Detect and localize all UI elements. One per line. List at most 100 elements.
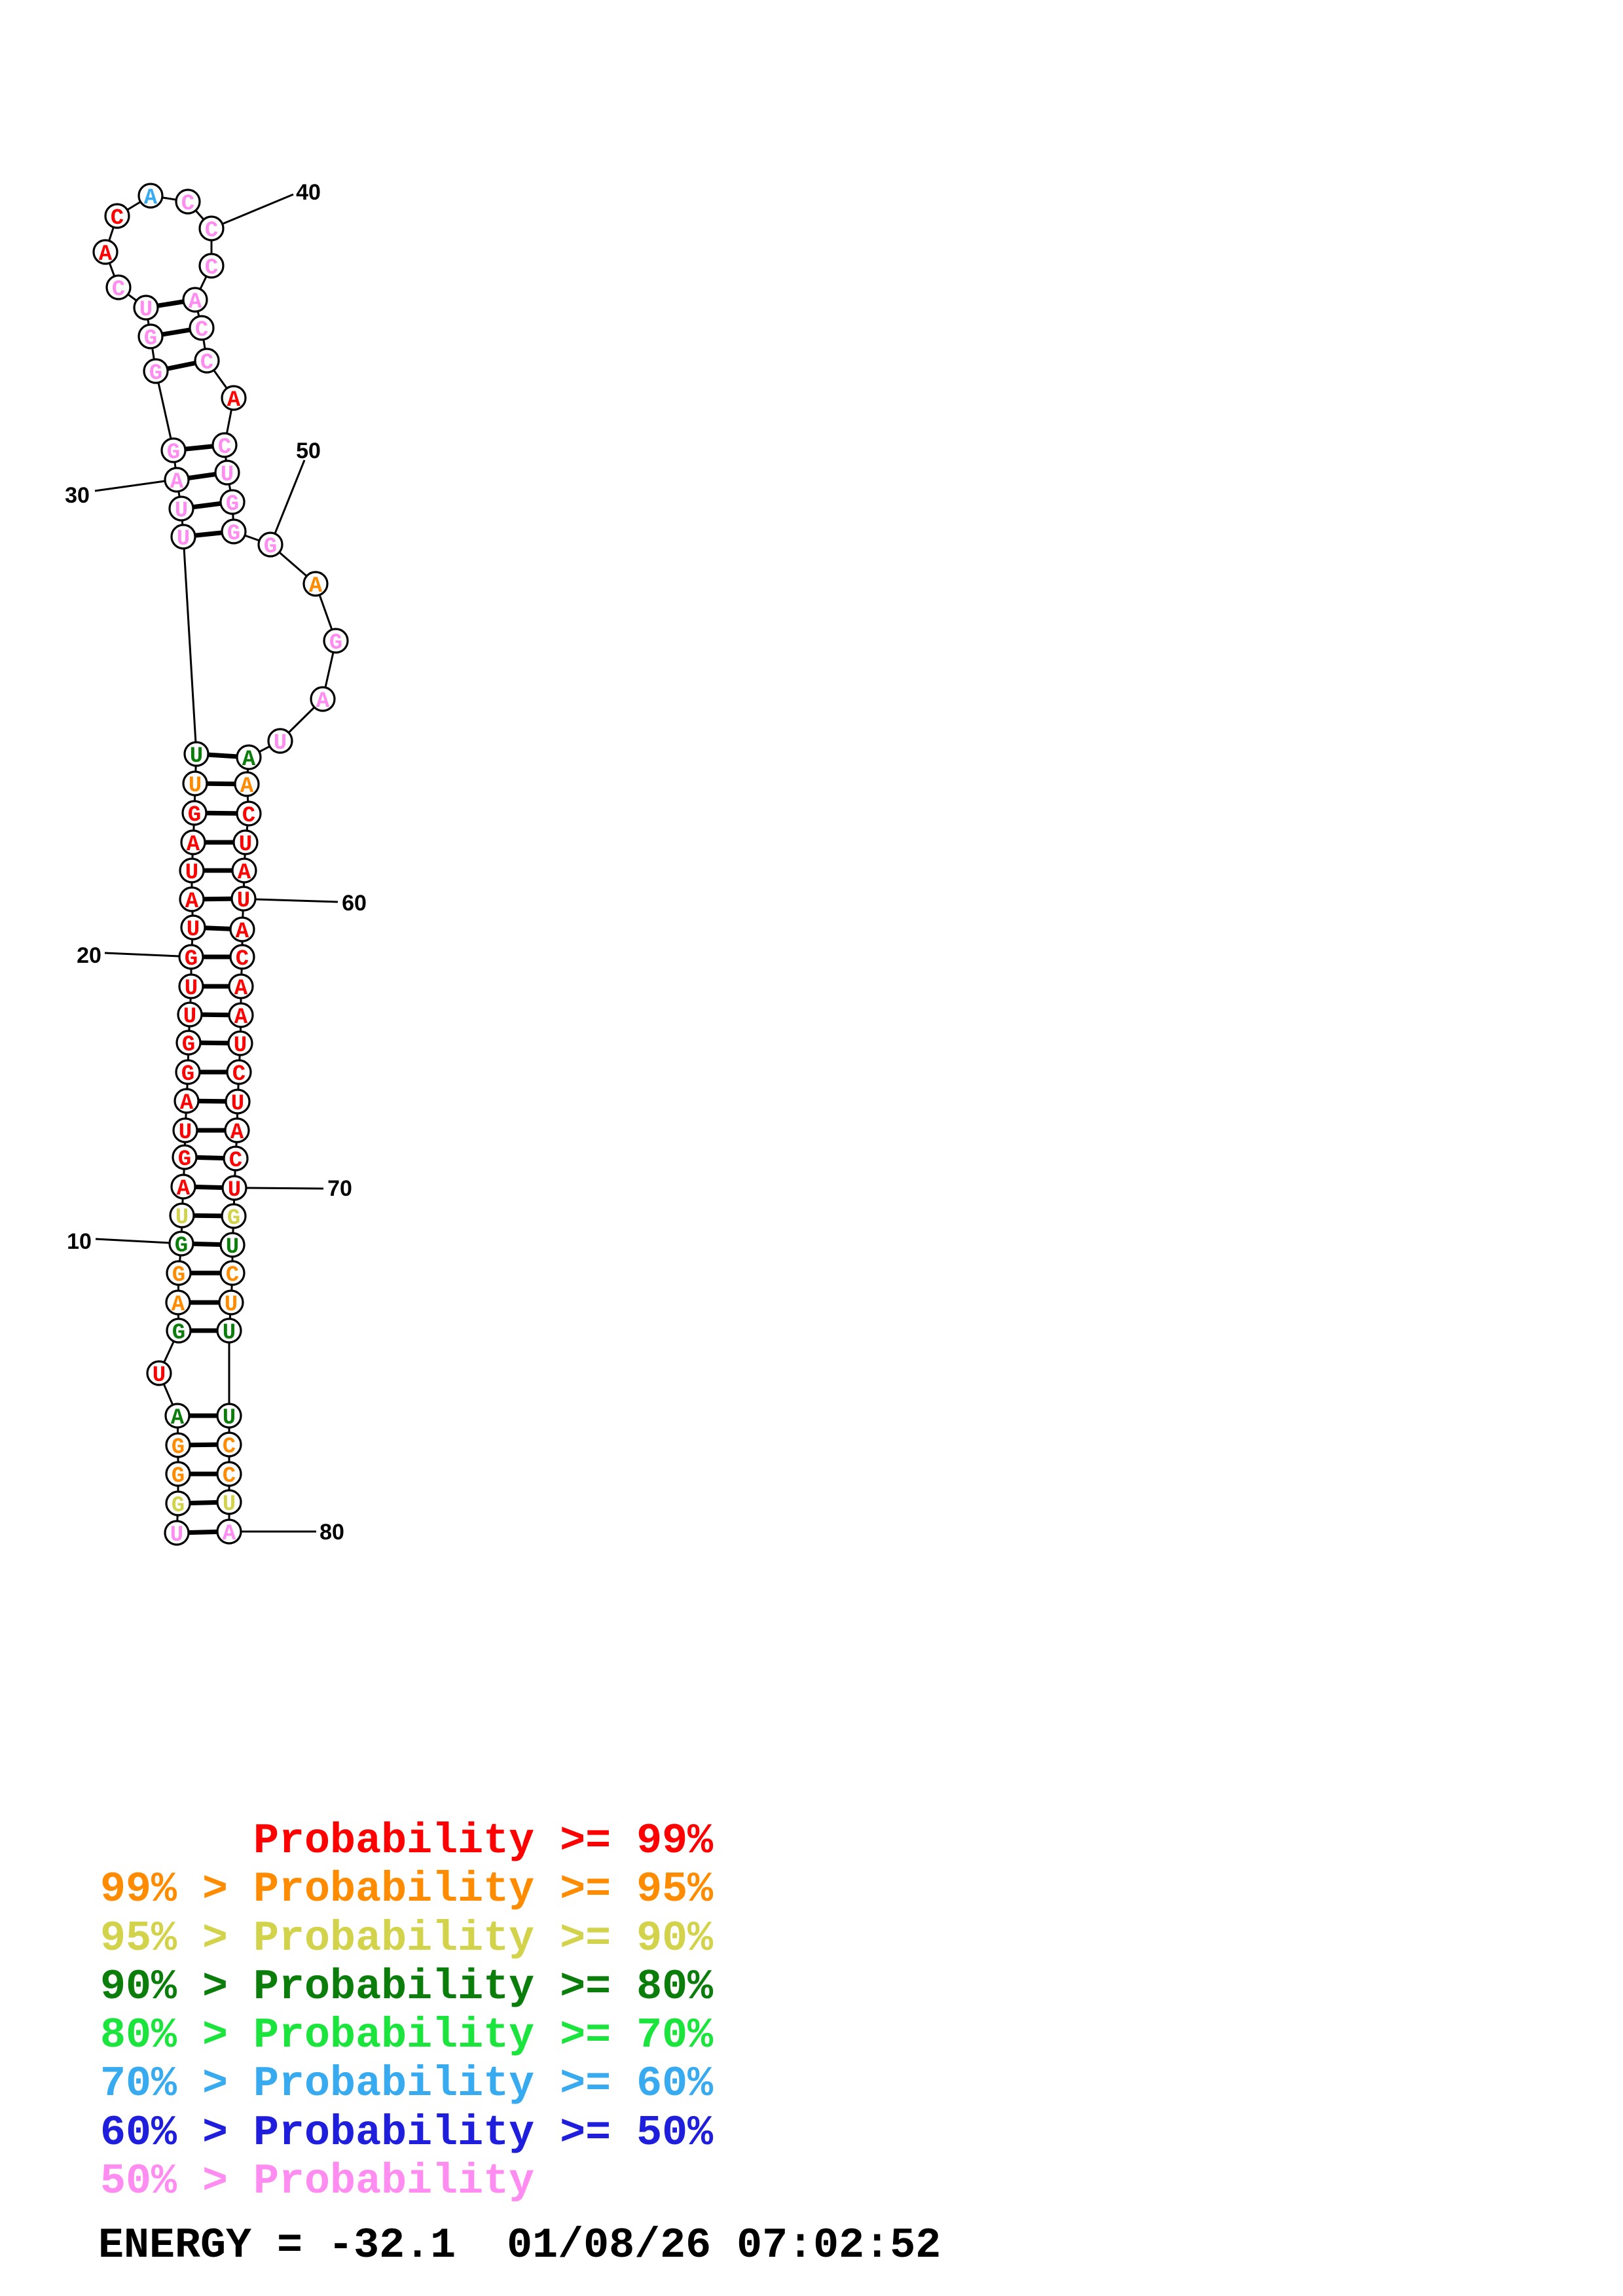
- nucleotide-base: U: [239, 833, 252, 857]
- nucleotide-circle: [236, 744, 262, 770]
- nucleotide-base: G: [185, 947, 198, 972]
- nucleotide-circle: [227, 1030, 253, 1056]
- legend-line: 80% > Probability >= 70%: [100, 2011, 714, 2060]
- nucleotide-base: C: [205, 219, 218, 243]
- nucleotide-circle: [232, 829, 259, 855]
- nucleotide-circle: [137, 323, 164, 350]
- nucleotide-circle: [165, 1461, 191, 1487]
- position-label: 70: [327, 1176, 352, 1201]
- nucleotide-base: U: [226, 1235, 239, 1260]
- nucleotide-circle: [180, 829, 206, 855]
- energy-line: ENERGY = -32.1 01/08/26 07:02:52: [98, 2221, 941, 2270]
- position-label: 80: [319, 1520, 344, 1545]
- nucleotide-circle: [165, 1289, 191, 1316]
- nucleotide-base: U: [183, 1005, 196, 1030]
- position-label-line: [222, 193, 294, 225]
- legend-line: 60% > Probability >= 50%: [100, 2108, 714, 2157]
- legend-line: 95% > Probability >= 90%: [100, 1914, 714, 1963]
- nucleotide-base: A: [187, 833, 200, 857]
- nucleotide-base: A: [227, 388, 241, 413]
- nucleotide-circle: [229, 916, 255, 942]
- nucleotide-circle: [172, 1144, 198, 1170]
- nucleotide-circle: [146, 1360, 172, 1386]
- nucleotide-circle: [216, 1489, 242, 1515]
- legend-line: 50% > Probability: [100, 2157, 535, 2206]
- nucleotide-base: C: [200, 351, 213, 376]
- nucleotide-base: G: [188, 803, 201, 828]
- nucleotide-base: U: [234, 1033, 247, 1058]
- legend-line: 90% > Probability >= 80%: [100, 1962, 714, 2011]
- nucleotide-base: A: [309, 574, 323, 599]
- nucleotide-circle: [218, 1289, 244, 1316]
- nucleotide-base: U: [170, 1523, 183, 1548]
- nucleotide-circle: [143, 358, 169, 384]
- nucleotide-base: U: [231, 1092, 244, 1117]
- nucleotide-circle: [170, 524, 196, 550]
- nucleotide-circle: [172, 1117, 198, 1143]
- nucleotide-base: A: [180, 1091, 194, 1116]
- nucleotide-circle: [168, 1230, 194, 1257]
- nucleotide-circle: [302, 571, 329, 597]
- nucleotide-circle: [166, 1260, 192, 1286]
- nucleotide-circle: [104, 203, 130, 229]
- nucleotide-circle: [216, 1403, 242, 1429]
- nucleotide-base: C: [242, 804, 255, 829]
- nucleotide-circle: [173, 1088, 200, 1114]
- nucleotide-circle: [164, 1403, 191, 1429]
- nucleotide-circle: [183, 741, 210, 767]
- nucleotide-base: U: [225, 1293, 238, 1318]
- nucleotide-circle: [221, 385, 247, 411]
- nucleotide-base: A: [170, 470, 184, 495]
- position-label: 20: [77, 943, 101, 968]
- nucleotide-circle: [105, 274, 132, 300]
- nucleotide-circle: [169, 1202, 195, 1229]
- legend-line: 99% > Probability >= 95%: [100, 1865, 714, 1914]
- position-label: 10: [67, 1229, 92, 1254]
- nucleotide-base: U: [223, 1492, 236, 1517]
- nucleotide-base: A: [99, 242, 113, 267]
- nucleotide-base: G: [144, 327, 157, 351]
- nucleotide-base: G: [149, 361, 162, 386]
- nucleotide-base: G: [172, 1263, 185, 1288]
- position-label: 30: [65, 483, 90, 508]
- nucleotide-base: A: [189, 290, 202, 315]
- nucleotide-base: U: [177, 527, 190, 552]
- nucleotide-base: G: [178, 1147, 191, 1172]
- nucleotide-circle: [178, 944, 204, 970]
- nucleotide-base: G: [175, 1234, 188, 1259]
- nucleotide-circle: [221, 518, 247, 545]
- legend-line: Probability >= 99%: [100, 1817, 714, 1865]
- nucleotide-base: C: [232, 1062, 246, 1087]
- nucleotide-circle: [160, 437, 187, 463]
- nucleotide-base: A: [144, 186, 158, 211]
- nucleotide-circle: [211, 432, 238, 458]
- nucleotide-circle: [216, 1318, 242, 1344]
- nucleotide-circle: [133, 295, 159, 321]
- nucleotide-circle: [228, 973, 254, 999]
- nucleotide-circle: [225, 1088, 251, 1115]
- nucleotide-base: G: [182, 1033, 195, 1058]
- position-label-line: [274, 459, 306, 534]
- position-label: 60: [342, 891, 367, 916]
- nucleotide-base: G: [172, 1494, 185, 1518]
- probability-legend: Probability >= 99% 99% > Probability >= 9…: [100, 1817, 713, 2206]
- nucleotide-base: U: [153, 1363, 166, 1388]
- nucleotide-circle: [219, 1232, 246, 1258]
- nucleotide-circle: [168, 495, 194, 522]
- nucleotide-base: A: [172, 1293, 185, 1318]
- nucleotide-circle: [92, 239, 119, 265]
- nucleotide-circle: [177, 1001, 203, 1028]
- position-label-line: [94, 480, 166, 492]
- nucleotide-base: U: [190, 744, 203, 769]
- nucleotide-circle: [194, 348, 220, 374]
- position-label: 40: [296, 180, 321, 205]
- nucleotide-base: C: [111, 206, 124, 231]
- nucleotide-base: C: [195, 318, 208, 343]
- nucleotide-circle: [228, 1002, 254, 1028]
- nucleotide-circle: [178, 973, 204, 999]
- position-label: 50: [296, 439, 321, 463]
- nucleotide-circle: [236, 800, 262, 827]
- nucleotide-circle: [164, 467, 190, 493]
- nucleotide-base: U: [237, 889, 250, 914]
- backbone-link: [182, 536, 198, 755]
